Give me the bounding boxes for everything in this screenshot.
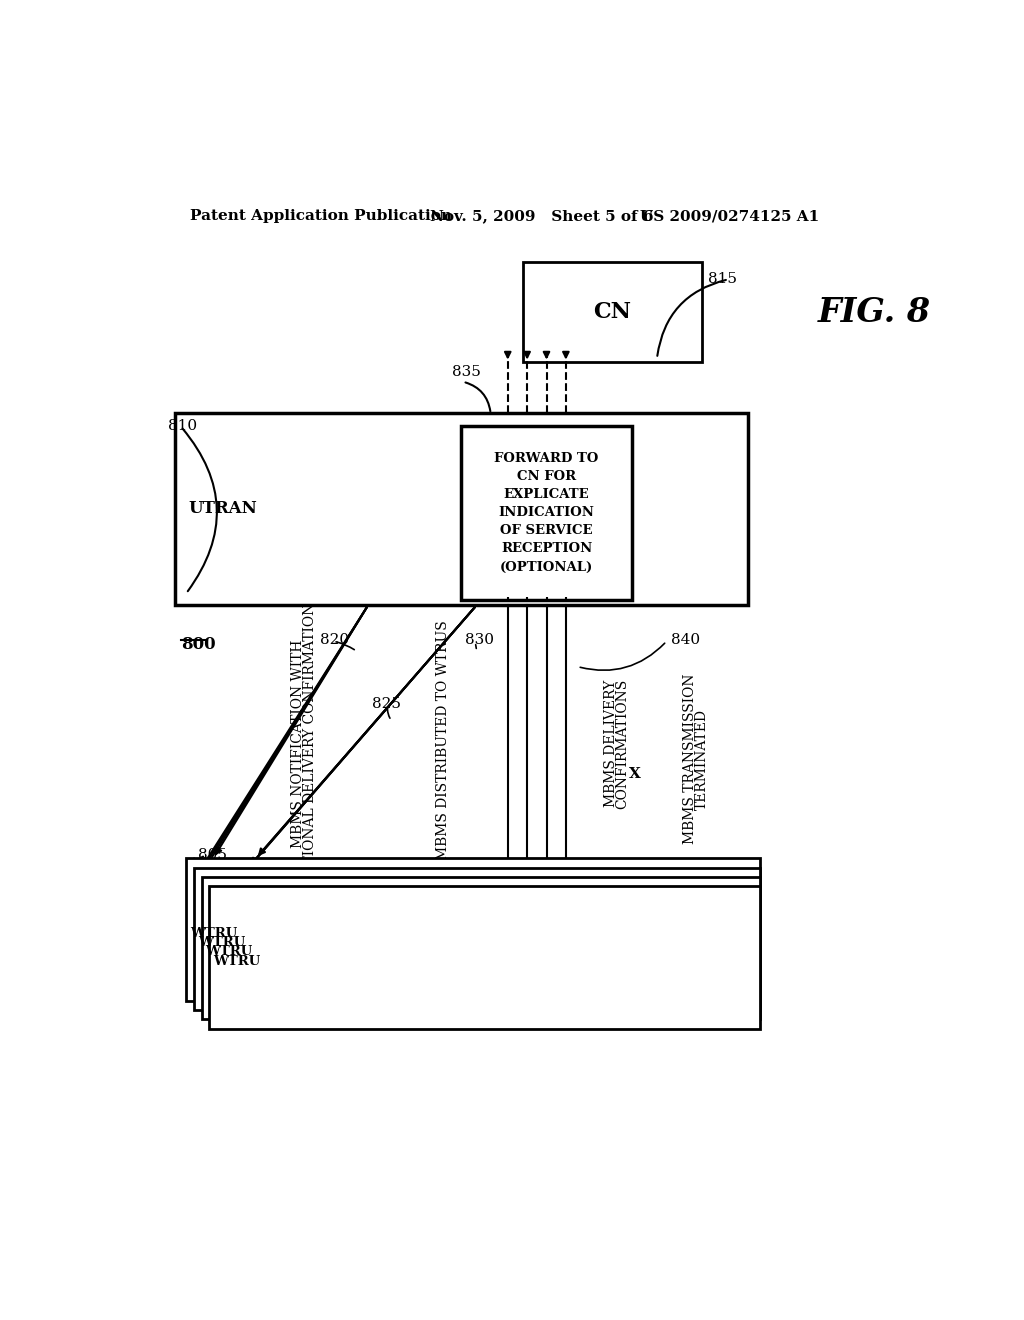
- Text: WTRU: WTRU: [213, 954, 260, 968]
- Text: 820: 820: [321, 634, 349, 648]
- Text: US 2009/0274125 A1: US 2009/0274125 A1: [640, 209, 819, 223]
- Text: CONFIRMATIONS: CONFIRMATIONS: [615, 678, 630, 809]
- Text: MBMS DISTRIBUTED TO WTRUS: MBMS DISTRIBUTED TO WTRUS: [436, 620, 451, 859]
- Bar: [186, 858, 760, 1001]
- Text: Patent Application Publication: Patent Application Publication: [190, 209, 452, 223]
- Bar: [194, 867, 760, 1010]
- Bar: [461, 426, 632, 599]
- Bar: [174, 412, 748, 605]
- Text: MBMS TRANSMISSION: MBMS TRANSMISSION: [683, 673, 697, 845]
- Text: MBMS DELIVERY: MBMS DELIVERY: [604, 680, 617, 808]
- Text: 815: 815: [708, 272, 736, 285]
- Text: CN: CN: [593, 301, 632, 323]
- Bar: [202, 876, 760, 1019]
- Text: Nov. 5, 2009   Sheet 5 of 6: Nov. 5, 2009 Sheet 5 of 6: [430, 209, 653, 223]
- Text: FIG. 8: FIG. 8: [818, 296, 931, 329]
- Text: WTRU: WTRU: [206, 945, 253, 958]
- Text: 800: 800: [180, 636, 215, 653]
- Text: X: X: [629, 767, 641, 781]
- Bar: [209, 886, 760, 1028]
- Text: 830: 830: [465, 634, 495, 648]
- Text: 810: 810: [168, 418, 198, 433]
- Text: WTRU: WTRU: [198, 936, 245, 949]
- Text: 840: 840: [671, 634, 699, 648]
- Text: TERMINATED: TERMINATED: [694, 709, 709, 809]
- Bar: [523, 263, 701, 363]
- Text: 805: 805: [198, 847, 226, 862]
- Text: 825: 825: [372, 697, 401, 711]
- Text: 835: 835: [452, 364, 481, 379]
- Text: UTRAN: UTRAN: [188, 500, 257, 517]
- Text: FORWARD TO
CN FOR
EXPLICATE
INDICATION
OF SERVICE
RECEPTION
(OPTIONAL): FORWARD TO CN FOR EXPLICATE INDICATION O…: [495, 453, 599, 573]
- Text: OPTIONAL DELIVERY CONFIRMATION: OPTIONAL DELIVERY CONFIRMATION: [303, 602, 317, 884]
- Text: WTRU: WTRU: [190, 927, 238, 940]
- Text: MBMS NOTIFICATION WITH: MBMS NOTIFICATION WITH: [292, 639, 305, 847]
